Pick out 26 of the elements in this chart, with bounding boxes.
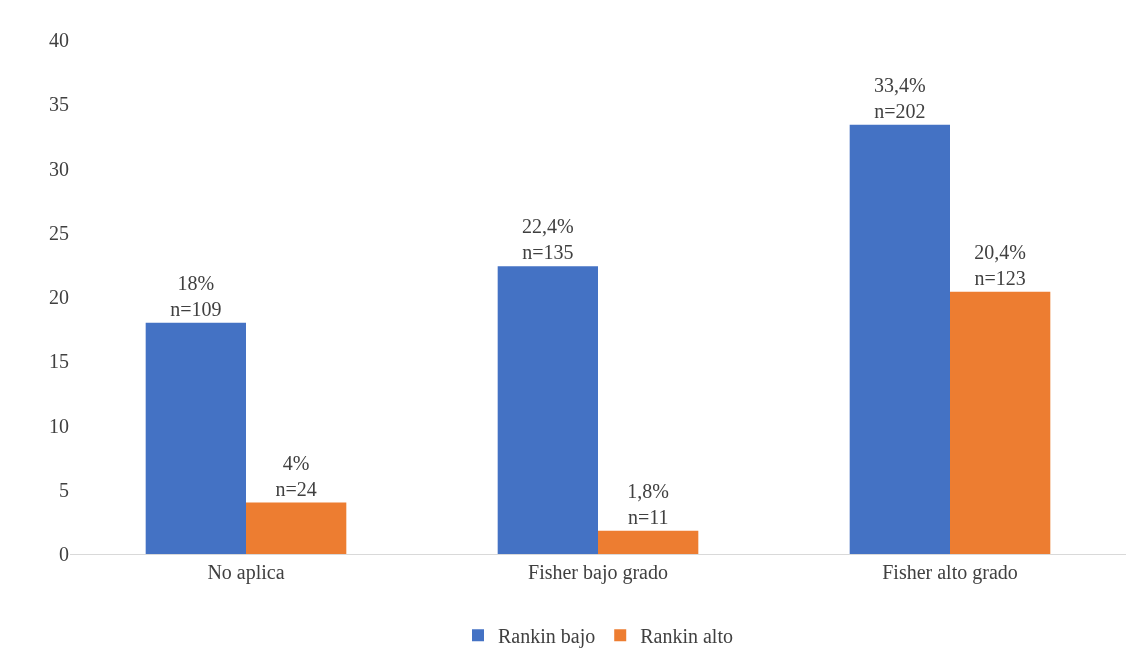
legend-label: Rankin bajo <box>498 624 596 648</box>
y-tick-label: 40 <box>49 29 69 51</box>
bar <box>950 291 1051 554</box>
data-label: 22,4% n=135 <box>522 215 574 264</box>
y-tick-label: 30 <box>49 157 69 180</box>
y-tick-label: 25 <box>49 221 69 244</box>
y-tick-label: 20 <box>49 286 69 308</box>
bar <box>497 266 598 554</box>
data-label: 18% n=109 <box>170 271 222 320</box>
bar <box>145 322 246 554</box>
y-tick-label: 10 <box>49 414 69 437</box>
legend-label: Rankin alto <box>640 624 733 647</box>
y-tick-label: 15 <box>49 350 69 373</box>
bar <box>246 502 347 554</box>
y-tick-label: 5 <box>59 478 69 501</box>
data-label: 33,4% n=202 <box>874 73 926 122</box>
x-tick-label: No aplica <box>207 561 285 584</box>
bar <box>598 530 699 554</box>
y-tick-label: 35 <box>49 93 69 116</box>
x-tick-label: Fisher bajo grado <box>528 561 668 584</box>
x-tick-label: Fisher alto grado <box>882 561 1018 584</box>
data-label: 20,4% n=123 <box>974 240 1026 289</box>
y-tick-label: 0 <box>59 543 69 565</box>
data-label: 4% n=24 <box>275 451 317 500</box>
bar <box>849 124 950 554</box>
data-label: 1,8% n=11 <box>627 479 669 528</box>
